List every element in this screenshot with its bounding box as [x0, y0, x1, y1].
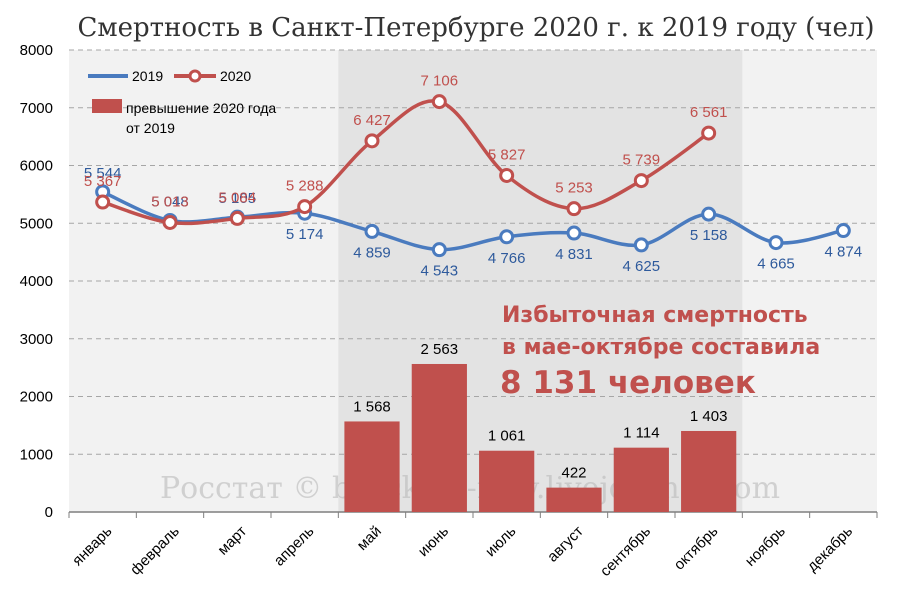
series-2019-marker: [835, 223, 851, 239]
y-tick-label: 3000: [20, 331, 53, 348]
watermark: Росстат © burckina-new.livejournal.com: [160, 471, 780, 506]
legend-excess-label-1: превышение 2020 года: [126, 100, 276, 116]
series-2020-value-label: 6 561: [690, 104, 728, 121]
series-2020-value-label: 5 827: [488, 146, 526, 163]
x-tick-label: июнь: [415, 523, 452, 560]
excess-bar: [344, 421, 400, 512]
excess-bar: [681, 430, 737, 512]
series-2020-marker: [95, 194, 111, 210]
series-2020-value-label: 5 367: [84, 173, 122, 190]
x-axis: январь февраль март апрель май июнь июль август…: [68, 511, 878, 580]
y-tick-label: 4000: [20, 273, 53, 290]
series-2020-marker: [297, 199, 313, 215]
excess-bar: [546, 487, 602, 512]
x-tick-label: ноябрь: [742, 523, 789, 570]
excess-bar: [411, 363, 467, 512]
series-2019-value-label: 4 831: [555, 246, 593, 263]
annotation-line-2: в мае-октябре составила: [502, 335, 820, 360]
chart-title: Смертность в Санкт-Петербурге 2020 г. к …: [77, 13, 874, 43]
excess-bar: [613, 447, 669, 512]
series-2019-value-label: 4 859: [353, 244, 391, 261]
series-2019-value-label: 5 105: [219, 190, 257, 207]
legend-excess-swatch: [92, 99, 122, 113]
x-tick-label: октябрь: [671, 523, 722, 574]
series-2020-value-label: 6 427: [353, 112, 391, 129]
series-2019-value-label: 5 048: [151, 193, 189, 210]
legend-2019-label: 2019: [132, 68, 163, 84]
annotation: Избыточная смертность в мае-октябре сост…: [500, 303, 820, 401]
bar-value-label: 1 403: [690, 408, 728, 425]
excess-bars: [344, 363, 737, 512]
x-tick-label: сентябрь: [597, 523, 654, 580]
x-tick-label: март: [214, 523, 250, 559]
y-tick-label: 8000: [20, 42, 53, 59]
series-2020-line: [102, 99, 710, 226]
series-2019-value-label: 5 544: [84, 165, 122, 182]
series-2020-marker: [701, 125, 717, 141]
series-2020-marker: [162, 214, 178, 230]
series-2019-value-label: 5 174: [286, 226, 324, 243]
series-2019-marker: [633, 237, 649, 253]
y-tick-label: 1000: [20, 446, 53, 463]
series-2020-value-label: 5 013: [151, 193, 189, 210]
y-tick-label: 6000: [20, 158, 53, 175]
bar-value-label: 1 114: [623, 425, 659, 442]
series-2020-marker: [633, 173, 649, 189]
y-tick-label: 0: [45, 504, 53, 521]
series-2020-marker: [229, 210, 245, 226]
series-2019-value-label: 4 625: [623, 258, 661, 275]
legend-2020-label: 2020: [220, 68, 251, 84]
y-tick-label: 5000: [20, 215, 53, 232]
series-2019-marker: [499, 229, 515, 245]
y-axis: 0 1000 2000 3000 4000 5000 6000 7000 8000: [20, 42, 53, 521]
series-2020-value-label: 5 253: [555, 180, 593, 197]
bar-value-label: 2 563: [421, 341, 459, 358]
legend-excess-label-2: от 2019: [126, 120, 175, 136]
x-tick-label: февраль: [127, 523, 183, 579]
legend: 2019 2020 превышение 2020 года от 2019: [88, 68, 276, 136]
series-2019-marker: [768, 235, 784, 251]
series-2019-value-label: 5 158: [690, 227, 728, 244]
annotation-line-1: Избыточная смертность: [502, 303, 808, 328]
x-tick-label: июль: [482, 523, 520, 561]
series-2019-value-label: 4 543: [421, 263, 459, 280]
x-tick-label: декабрь: [804, 523, 857, 576]
series-2019-marker: [566, 225, 582, 241]
series-2019-value-label: 4 665: [757, 256, 795, 273]
x-tick-label: апрель: [271, 523, 318, 570]
series-2019-marker: [701, 206, 717, 222]
series-lines: [95, 94, 851, 258]
excess-bar: [479, 450, 535, 512]
bar-value-label: 422: [561, 465, 586, 482]
series-2019-value-label: 4 766: [488, 250, 526, 267]
legend-2020-marker: [188, 69, 202, 83]
x-tick-label: январь: [69, 523, 116, 570]
series-2020-value-label: 5 084: [219, 189, 257, 206]
series-2020-value-label: 7 106: [421, 73, 459, 90]
annotation-line-3: 8 131 человек: [500, 365, 756, 401]
bar-value-label: 1 568: [353, 398, 391, 415]
series-2019-value-label: 4 874: [825, 244, 863, 261]
bar-value-label: 1 061: [488, 428, 526, 445]
series-2020-marker: [431, 94, 447, 110]
y-tick-label: 7000: [20, 100, 53, 117]
series-2020-marker: [364, 133, 380, 149]
series-2020-marker: [499, 167, 515, 183]
x-tick-label: май: [354, 523, 385, 554]
series-2020-value-label: 5 739: [623, 152, 661, 169]
series-2019-marker: [364, 223, 380, 239]
y-tick-label: 2000: [20, 389, 53, 406]
series-2020-value-label: 5 288: [286, 178, 324, 195]
series-2019-marker: [431, 242, 447, 258]
series-2020-marker: [566, 201, 582, 217]
x-tick-label: август: [544, 523, 587, 566]
